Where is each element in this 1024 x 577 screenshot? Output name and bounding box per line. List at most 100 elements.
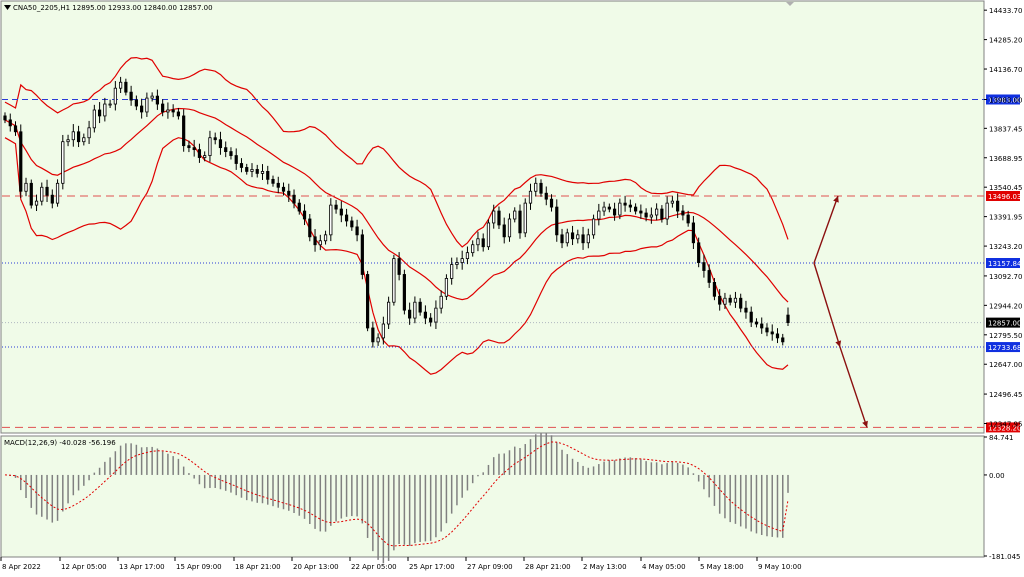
candle-body — [24, 182, 28, 192]
candle-body — [108, 103, 112, 106]
candle-body — [565, 232, 569, 244]
candle-body — [308, 218, 312, 238]
candle-body — [612, 208, 617, 216]
candle-body — [602, 206, 606, 212]
candle-body — [103, 103, 107, 117]
candle-body — [297, 202, 301, 212]
candle-body — [749, 311, 753, 323]
price-tick-label: 12795.50 — [989, 332, 1022, 340]
candle-body — [208, 137, 212, 156]
forecast-arrowhead-icon — [833, 196, 839, 203]
instrument-info: CNA50_2205,H1 12895.00 12933.00 12840.00… — [13, 4, 213, 12]
candle-body — [718, 295, 722, 305]
candle-body — [224, 147, 228, 153]
bollinger-lower — [4, 137, 789, 375]
time-tick-label: 22 Apr 05:00 — [351, 563, 397, 571]
candle-body — [313, 236, 317, 246]
level-label-bg — [986, 94, 1020, 105]
candle-body — [134, 99, 138, 107]
candle-body — [707, 270, 711, 283]
candle-body — [765, 327, 769, 333]
candle-body — [260, 171, 265, 174]
candle-body — [161, 103, 165, 113]
candle-body — [486, 222, 491, 248]
candle-body — [465, 252, 470, 260]
price-tick-label: 13243.20 — [989, 243, 1022, 251]
candle-body — [739, 297, 743, 309]
price-tick-label: 13688.95 — [989, 155, 1022, 163]
candle-body — [239, 163, 244, 168]
candle-body — [92, 109, 96, 129]
time-tick-label: 18 Apr 21:00 — [235, 563, 281, 571]
candle-body — [365, 274, 370, 329]
time-tick-label: 20 Apr 13:00 — [293, 563, 339, 571]
candle-body — [786, 314, 790, 324]
candle-body — [639, 210, 643, 214]
candle-body — [634, 206, 638, 212]
candle-body — [471, 244, 475, 254]
candle-body — [182, 115, 186, 147]
level-label-bg — [986, 258, 1020, 269]
candle-body — [19, 131, 23, 192]
candle-body — [40, 186, 44, 202]
time-tick-label: 9 May 10:00 — [758, 563, 802, 571]
macd-tick-label: 0.00 — [989, 472, 1005, 480]
level-label-bg — [986, 422, 1020, 433]
candle-body — [292, 194, 296, 204]
price-tick-label: 13837.45 — [989, 125, 1022, 133]
candle-body — [444, 278, 449, 297]
time-tick-label: 28 Apr 21:00 — [525, 563, 571, 571]
candle-body — [376, 337, 380, 343]
candle-body — [245, 167, 249, 172]
forecast-arrow — [813, 195, 839, 264]
candle-body — [71, 131, 75, 141]
candle-body — [744, 307, 748, 313]
candle-body — [34, 200, 39, 206]
candle-body — [124, 81, 128, 93]
candle-body — [323, 234, 328, 242]
candle-body — [455, 262, 459, 265]
candle-body — [670, 200, 674, 204]
candle-body — [302, 210, 307, 220]
time-tick-label: 2 May 13:00 — [583, 563, 627, 571]
collapse-triangle-icon[interactable] — [4, 5, 11, 10]
candle-body — [287, 190, 291, 196]
candle-body — [697, 242, 701, 263]
candle-body — [66, 139, 70, 143]
candle-body — [528, 190, 533, 204]
candle-body — [586, 234, 590, 244]
forecast-arrowhead-icon — [835, 340, 842, 348]
macd-signal-line — [4, 441, 789, 547]
candle-body — [544, 192, 548, 200]
macd-tick-label: 84.741 — [989, 434, 1014, 442]
level-label-bg — [986, 190, 1020, 201]
candle-body — [87, 127, 91, 139]
time-tick-label: 25 Apr 17:00 — [409, 563, 455, 571]
candle-body — [82, 137, 86, 143]
candle-body — [702, 262, 706, 271]
candle-body — [408, 309, 412, 319]
candle-body — [513, 210, 517, 220]
price-tick-label: 14285.20 — [989, 37, 1022, 45]
time-tick-label: 13 Apr 17:00 — [119, 563, 165, 571]
candle-body — [450, 264, 454, 279]
candle-body — [140, 105, 144, 113]
candle-body — [660, 208, 664, 220]
candle-body — [476, 238, 480, 246]
candle-body — [318, 240, 322, 246]
bollinger-middle — [4, 107, 789, 303]
candle-body — [350, 220, 354, 228]
time-tick-label: 15 Apr 09:00 — [176, 563, 222, 571]
candle-body — [733, 297, 738, 303]
level-label: 13983.00 — [988, 96, 1021, 104]
candle-body — [329, 204, 333, 236]
candle-body — [497, 210, 501, 226]
candle-body — [439, 295, 443, 309]
level-label-bg — [986, 317, 1020, 328]
level-label: 13157.84 — [988, 260, 1022, 268]
forecast-arrow — [839, 346, 868, 428]
time-tick-label: 5 May 18:00 — [700, 563, 744, 571]
candle-body — [197, 149, 202, 158]
candle-body — [760, 323, 764, 329]
candle-body — [712, 281, 717, 297]
